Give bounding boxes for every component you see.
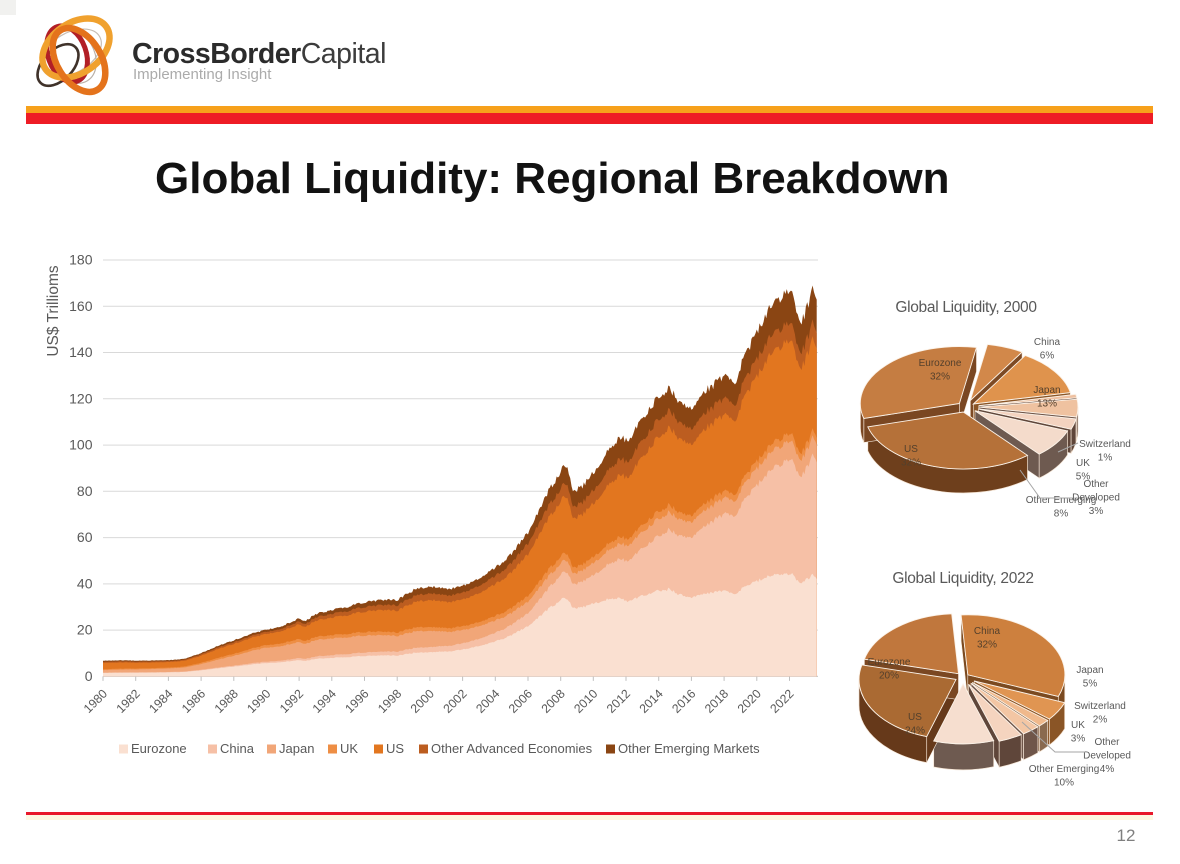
svg-text:32%: 32% <box>977 640 997 651</box>
svg-text:2014: 2014 <box>637 687 666 716</box>
svg-text:1990: 1990 <box>244 687 273 716</box>
svg-text:China: China <box>1034 337 1061 348</box>
svg-text:US$ Trillioms: US$ Trillioms <box>45 265 62 357</box>
svg-text:2016: 2016 <box>669 687 698 716</box>
svg-text:40: 40 <box>77 575 93 591</box>
svg-text:160: 160 <box>69 298 93 314</box>
svg-text:180: 180 <box>69 252 93 268</box>
svg-text:Eurozone: Eurozone <box>131 741 187 756</box>
svg-text:Switzerland: Switzerland <box>1074 701 1126 712</box>
svg-text:Other Advanced Economies: Other Advanced Economies <box>431 741 593 756</box>
svg-text:Global Liquidity, 2000: Global Liquidity, 2000 <box>895 299 1037 316</box>
svg-text:China: China <box>220 741 255 756</box>
svg-text:1982: 1982 <box>114 687 143 716</box>
svg-text:13%: 13% <box>1037 399 1057 410</box>
svg-text:China: China <box>974 626 1001 637</box>
svg-text:1994: 1994 <box>310 687 339 716</box>
svg-text:1988: 1988 <box>212 687 241 716</box>
svg-text:US: US <box>908 712 922 723</box>
svg-text:8%: 8% <box>1054 509 1069 520</box>
svg-text:5%: 5% <box>1083 679 1098 690</box>
svg-text:Eurozone: Eurozone <box>919 358 962 369</box>
svg-text:5%: 5% <box>1076 472 1091 483</box>
svg-text:2012: 2012 <box>604 687 633 716</box>
svg-text:6%: 6% <box>1040 351 1055 362</box>
svg-text:2008: 2008 <box>539 687 568 716</box>
svg-text:100: 100 <box>69 437 93 453</box>
svg-text:Other Emerging: Other Emerging <box>1026 495 1097 506</box>
svg-text:20: 20 <box>77 622 93 638</box>
svg-text:20%: 20% <box>879 671 899 682</box>
svg-text:US: US <box>904 444 918 455</box>
svg-text:2022: 2022 <box>767 687 796 716</box>
svg-text:2004: 2004 <box>473 687 502 716</box>
svg-text:Developed: Developed <box>1072 493 1120 504</box>
svg-text:1980: 1980 <box>81 687 110 716</box>
svg-text:2010: 2010 <box>571 687 600 716</box>
svg-text:3%: 3% <box>1089 506 1104 517</box>
svg-text:UK: UK <box>1076 458 1090 469</box>
svg-text:3%: 3% <box>1071 734 1086 745</box>
svg-text:Global Liquidity, 2022: Global Liquidity, 2022 <box>892 570 1033 587</box>
svg-text:2002: 2002 <box>440 687 469 716</box>
svg-text:80: 80 <box>77 483 93 499</box>
svg-text:Switzerland: Switzerland <box>1079 439 1131 450</box>
svg-text:2000: 2000 <box>408 687 437 716</box>
svg-text:Other: Other <box>1094 737 1120 748</box>
svg-text:Developed: Developed <box>1083 751 1131 762</box>
svg-text:32%: 32% <box>901 458 921 469</box>
svg-text:140: 140 <box>69 344 93 360</box>
svg-text:1992: 1992 <box>277 687 306 716</box>
svg-text:Japan: Japan <box>1033 385 1060 396</box>
svg-text:24%: 24% <box>905 726 925 737</box>
svg-text:120: 120 <box>69 390 93 406</box>
svg-text:1984: 1984 <box>146 687 175 716</box>
svg-text:Japan: Japan <box>279 741 314 756</box>
svg-text:Other Emerging: Other Emerging <box>1029 764 1100 775</box>
svg-text:4%: 4% <box>1100 764 1115 775</box>
svg-text:2006: 2006 <box>506 687 535 716</box>
svg-text:0: 0 <box>85 668 93 684</box>
svg-text:1996: 1996 <box>342 687 371 716</box>
svg-text:1998: 1998 <box>375 687 404 716</box>
svg-text:US: US <box>386 741 404 756</box>
svg-text:UK: UK <box>1071 720 1085 731</box>
svg-text:Japan: Japan <box>1076 665 1103 676</box>
svg-text:Eurozone: Eurozone <box>868 657 911 668</box>
svg-text:Other: Other <box>1083 479 1109 490</box>
svg-text:1%: 1% <box>1098 453 1113 464</box>
svg-text:2018: 2018 <box>702 687 731 716</box>
svg-text:Other Emerging Markets: Other Emerging Markets <box>618 741 760 756</box>
svg-text:32%: 32% <box>930 372 950 383</box>
svg-text:2%: 2% <box>1093 715 1108 726</box>
svg-text:60: 60 <box>77 529 93 545</box>
svg-text:10%: 10% <box>1054 778 1074 789</box>
svg-text:2020: 2020 <box>735 687 764 716</box>
svg-text:1986: 1986 <box>179 687 208 716</box>
svg-text:UK: UK <box>340 741 358 756</box>
